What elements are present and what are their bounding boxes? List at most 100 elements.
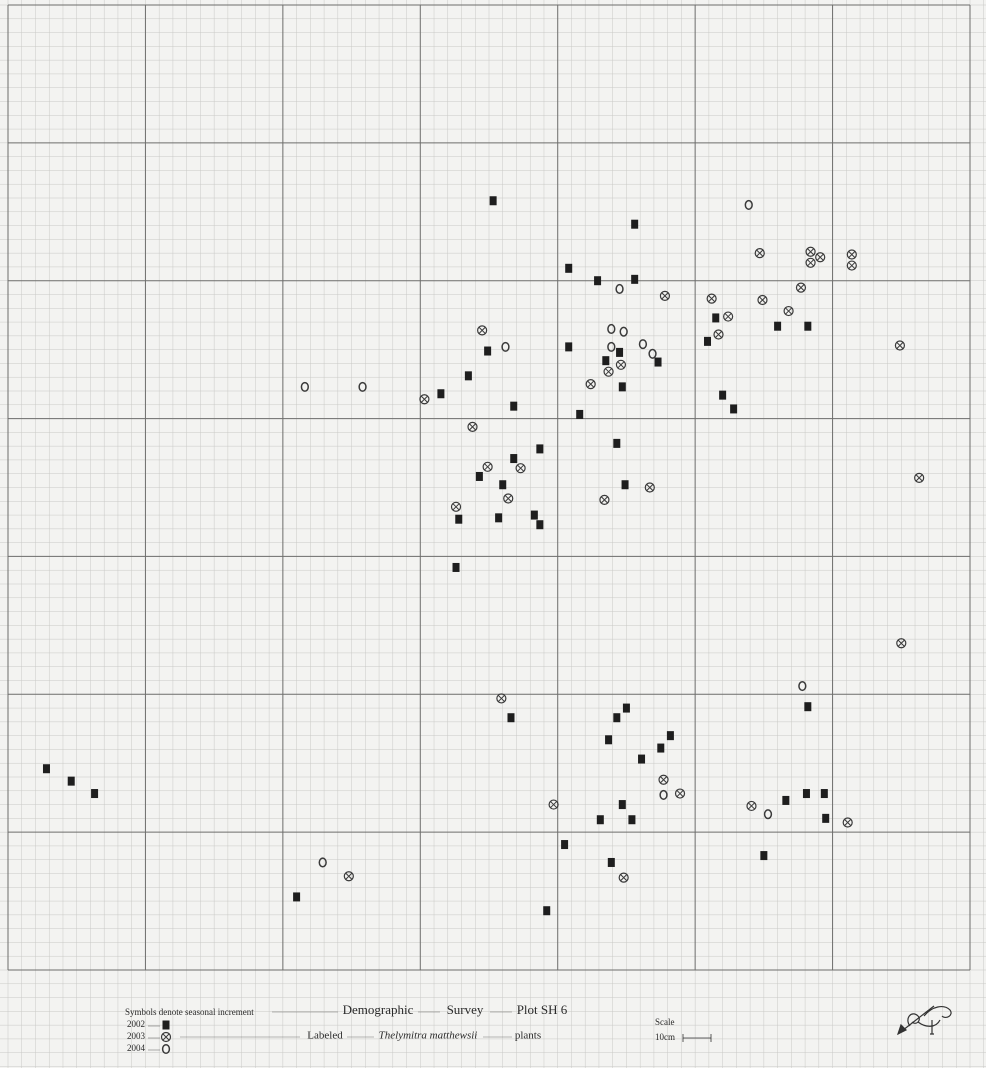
scale-unit: 10cm <box>655 1032 675 1042</box>
point-square <box>804 321 812 331</box>
cross <box>617 361 625 369</box>
legend-label: 2003 <box>127 1031 146 1041</box>
cross <box>550 801 557 808</box>
point-square <box>561 840 569 850</box>
point-square <box>499 480 507 490</box>
point-circle-x <box>674 788 686 799</box>
cross <box>646 484 654 491</box>
ring <box>419 394 430 405</box>
ring <box>618 872 629 883</box>
ring <box>161 1043 171 1055</box>
point-circle-x <box>914 472 925 483</box>
legend-label: 2002 <box>127 1019 145 1029</box>
square <box>628 815 636 825</box>
cross <box>498 695 505 702</box>
point-square <box>594 276 602 286</box>
point-square <box>162 1020 170 1030</box>
cross <box>676 790 684 797</box>
point-circle-x <box>805 257 816 268</box>
square <box>455 514 463 524</box>
point-circle-x <box>713 329 724 340</box>
square <box>484 346 492 356</box>
point-square <box>507 713 515 723</box>
point-square <box>455 514 463 524</box>
point-square <box>654 357 662 367</box>
point-square <box>704 336 712 346</box>
square <box>162 1020 170 1030</box>
legend-label: 2004 <box>127 1043 146 1053</box>
ring <box>659 789 668 800</box>
point-circle-x <box>477 325 488 336</box>
point-circle-x <box>503 493 514 504</box>
point-circle-x <box>795 282 807 293</box>
cross <box>587 380 595 388</box>
cross <box>660 776 667 784</box>
point-circle-x <box>603 366 614 377</box>
point-circle-x <box>846 249 857 260</box>
point-square <box>621 480 629 490</box>
square <box>622 703 630 713</box>
ring <box>842 817 853 828</box>
point-circle-x <box>815 252 826 263</box>
cross <box>896 342 904 349</box>
point-circle-x <box>343 871 354 882</box>
ring <box>896 638 907 649</box>
square <box>804 321 812 331</box>
ring <box>805 246 816 257</box>
ring <box>798 680 807 692</box>
point-square <box>536 444 544 454</box>
point-square <box>510 401 518 411</box>
point-ring <box>300 381 309 392</box>
point-ring <box>501 341 510 352</box>
point-square <box>613 713 621 723</box>
ring <box>585 379 596 390</box>
ring <box>805 257 816 268</box>
square <box>802 789 810 799</box>
cross <box>848 262 856 269</box>
ring <box>713 329 724 340</box>
cross <box>484 463 491 471</box>
point-circle-x <box>618 872 629 883</box>
ring <box>757 294 768 306</box>
point-square <box>631 219 639 229</box>
square <box>594 276 602 286</box>
point-square <box>605 735 613 745</box>
point-ring <box>607 341 616 352</box>
point-square <box>622 703 630 713</box>
point-square <box>91 789 99 799</box>
square <box>561 840 569 850</box>
plot-marks <box>42 196 925 916</box>
ring <box>914 472 925 483</box>
point-circle-x <box>419 394 430 405</box>
point-ring <box>638 339 648 350</box>
point-square <box>464 371 472 381</box>
point-square <box>804 702 812 712</box>
point-square <box>452 562 460 572</box>
cross <box>807 259 814 267</box>
point-square <box>657 743 665 753</box>
legend: Symbols denote seasonal increment 2002 20… <box>125 1007 254 1055</box>
ring <box>503 493 514 504</box>
point-square <box>293 892 301 902</box>
point-ring <box>318 857 327 868</box>
cross <box>797 284 805 291</box>
cross <box>915 474 923 482</box>
ring <box>343 871 354 882</box>
cross <box>504 495 512 502</box>
square <box>782 795 790 805</box>
square <box>576 409 584 419</box>
ring <box>515 463 526 474</box>
cross <box>421 395 428 403</box>
ring <box>358 381 367 392</box>
ring <box>615 359 627 370</box>
point-square <box>618 800 626 810</box>
square <box>666 731 674 741</box>
ring <box>754 248 765 259</box>
cross <box>724 313 732 320</box>
point-circle-x <box>496 693 507 704</box>
point-square <box>475 471 483 481</box>
point-square <box>730 404 738 414</box>
square <box>495 513 503 523</box>
point-ring <box>358 381 367 392</box>
ring <box>619 326 628 337</box>
